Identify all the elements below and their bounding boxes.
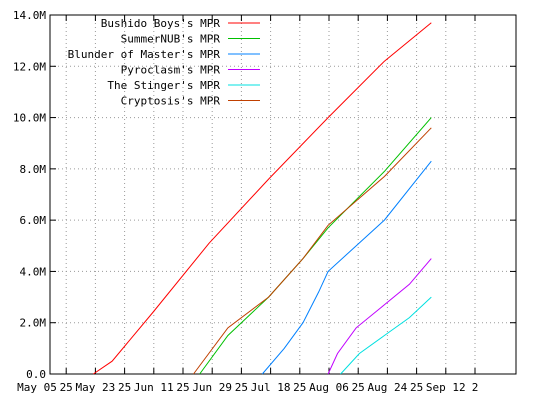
y-tick-label: 10.0M — [13, 112, 46, 125]
y-tick-label: 2.0M — [20, 317, 47, 330]
y-tick-label: 14.0M — [13, 9, 46, 22]
series-line-0 — [93, 22, 432, 375]
series-line-5 — [193, 127, 432, 375]
y-tick-label: 4.0M — [20, 265, 47, 278]
series-line-2 — [261, 160, 432, 375]
x-tick-label: 25 — [352, 381, 365, 394]
series-lines — [93, 22, 432, 375]
x-tick-label: Jun 29 — [192, 381, 232, 394]
legend-label: Pyroclasm's MPR — [121, 64, 221, 77]
y-tick-label: 6.0M — [20, 214, 47, 227]
plot-area-frame — [49, 14, 517, 375]
legend-label: Cryptosis's MPR — [121, 95, 221, 108]
x-tick-label: 25 — [235, 381, 248, 394]
legend-label: The Stinger's MPR — [107, 79, 220, 92]
legend-label: SummerNUB's MPR — [121, 33, 221, 46]
x-axis-tick-labels: May 05 25 May 23 25 Jun 11 25 Jun 29 25 Jul 18 25… — [17, 381, 478, 394]
y-tick-label: 8.0M — [20, 163, 47, 176]
x-tick-label: Sep 12 — [426, 381, 466, 394]
x-tick-label: May 05 — [17, 381, 57, 394]
y-tick-label: 0.0 — [26, 368, 46, 381]
series-line-3 — [327, 258, 432, 375]
x-tick-label: 25 — [410, 381, 423, 394]
x-tick-label: May 23 — [76, 381, 116, 394]
legend-label: Bushido Boys's MPR — [101, 17, 221, 30]
x-tick-label: Jun 11 — [134, 381, 174, 394]
x-tick-label: Aug 24 — [368, 381, 408, 394]
x-tick-label: 2 — [472, 381, 479, 394]
x-tick-label: Jul 18 — [251, 381, 291, 394]
x-tick-label: 25 — [60, 381, 73, 394]
x-tick-label: 25 — [176, 381, 189, 394]
x-tick-label: Aug 06 — [309, 381, 349, 394]
series-line-4 — [340, 296, 432, 375]
grid-lines — [50, 15, 516, 374]
x-tick-label: 25 — [118, 381, 131, 394]
y-tick-label: 12.0M — [13, 60, 46, 73]
x-tick-label: 25 — [293, 381, 306, 394]
series-line-1 — [199, 117, 432, 375]
legend-label: Blunder of Master's MPR — [68, 48, 221, 61]
y-axis-tick-labels: 0.0 2.0M 4.0M 6.0M 8.0M 10.0M 12.0M 14.0M — [13, 9, 46, 381]
legend: Bushido Boys's MPR SummerNUB's MPR Blunder… — [68, 17, 260, 108]
axis-ticks — [50, 14, 516, 375]
